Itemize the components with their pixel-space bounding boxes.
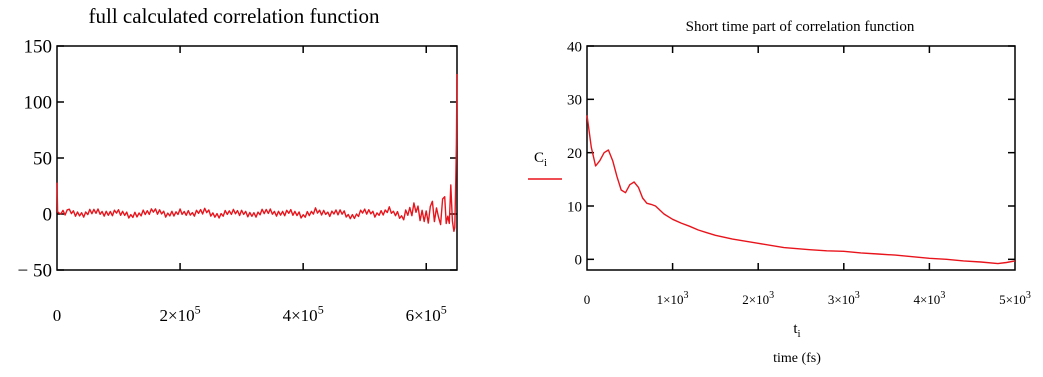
y-tick-label: 40 — [567, 39, 582, 55]
chart2-x-ticks: 0 1×103 2×103 3×103 4×103 5×103 — [584, 46, 1031, 307]
y-tick-label: 20 — [567, 146, 582, 162]
series-line-0 — [586, 115, 1016, 265]
chart2-legend: Ci — [528, 150, 562, 180]
y-tick-label: 10 — [567, 199, 582, 215]
chart1-plot-frame — [56, 45, 458, 271]
y-tick-label: − 50 — [18, 261, 52, 282]
x-tick-label: 2×103 — [742, 290, 774, 307]
chart1-title: full calculated correlation function — [89, 4, 380, 28]
y-tick-label: 0 — [575, 253, 583, 269]
y-tick-label: 0 — [43, 205, 53, 226]
chart2-series — [586, 115, 1016, 265]
x-tick-label: 3×103 — [828, 290, 860, 307]
chart2-y-ticks: 40 30 20 10 0 — [567, 39, 1015, 269]
x-tick-label: 0 — [584, 292, 591, 307]
chart2-plot-frame — [586, 45, 1016, 271]
chart2-x-variable: ti — [793, 321, 800, 340]
x-tick-label: 1×103 — [657, 290, 689, 307]
series-line-0 — [56, 73, 458, 232]
chart1-x-ticks: 0 2×105 4×105 6×105 — [53, 46, 447, 325]
chart2-title: Short time part of correlation function — [686, 19, 915, 35]
short-time-correlation-chart: Short time part of correlation function … — [528, 19, 1031, 366]
full-correlation-chart: full calculated correlation function 150… — [18, 4, 458, 325]
x-tick-label: 6×105 — [406, 302, 447, 325]
x-tick-label: 5×103 — [999, 290, 1031, 307]
y-tick-label: 50 — [33, 149, 52, 170]
x-tick-label: 4×103 — [913, 290, 945, 307]
x-tick-label: 2×105 — [160, 302, 201, 325]
chart1-y-ticks: 150 100 50 0 − 50 — [18, 37, 457, 282]
y-tick-label: 30 — [567, 93, 582, 109]
y-tick-label: 100 — [24, 93, 53, 114]
chart2-x-axis-label: time (fs) — [773, 351, 821, 366]
y-tick-label: 150 — [24, 37, 53, 58]
x-tick-label: 4×105 — [283, 302, 324, 325]
chart1-series — [56, 73, 458, 232]
x-tick-label: 0 — [53, 306, 62, 325]
chart2-legend-label: Ci — [534, 150, 547, 169]
